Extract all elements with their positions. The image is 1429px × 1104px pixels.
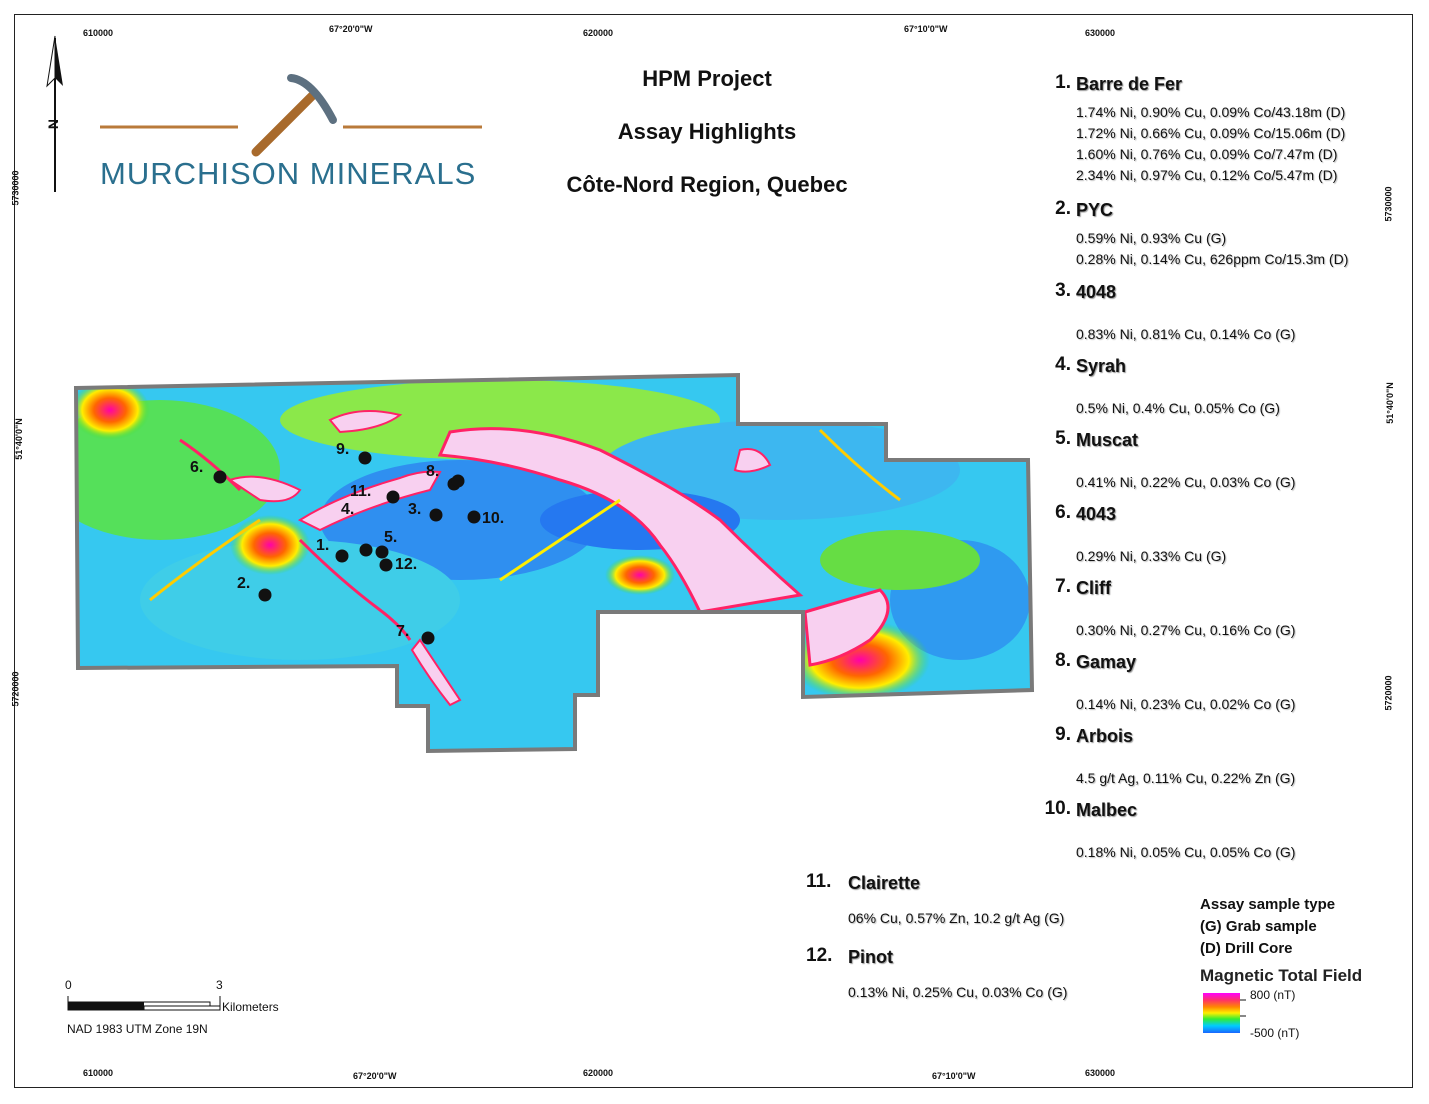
map-frame [14, 14, 1413, 1088]
site-number: 10. [1044, 798, 1071, 819]
site-number: 11. [806, 871, 832, 892]
sample-point-marker[interactable] [213, 470, 227, 484]
sample-point-label: 8. [426, 463, 439, 480]
sample-point-label: 9. [336, 441, 349, 458]
sample-point-marker[interactable] [467, 510, 481, 524]
site-number: 5. [1055, 428, 1071, 449]
site-assay: 4.5 g/t Ag, 0.11% Cu, 0.22% Zn (G) [1076, 770, 1296, 786]
map-region: Côte-Nord Region, Quebec [566, 172, 848, 197]
company-logo-text: MURCHISON MINERALS [100, 156, 477, 191]
site-assay: 1.72% Ni, 0.66% Cu, 0.09% Co/15.06m (D) [1076, 125, 1346, 141]
sample-point-marker[interactable] [379, 558, 393, 572]
site-assay: 0.41% Ni, 0.22% Cu, 0.03% Co (G) [1076, 474, 1296, 490]
grid-label-bottom: 630000 [1085, 1068, 1116, 1078]
sample-point-label: 5. [384, 529, 397, 546]
site-assay: 06% Cu, 0.57% Zn, 10.2 g/t Ag (G) [848, 910, 1065, 926]
site-assay: 2.34% Ni, 0.97% Cu, 0.12% Co/5.47m (D) [1076, 167, 1338, 183]
grid-label-bottom: 67°10'0"W [932, 1071, 976, 1081]
site-name: PYC [1076, 200, 1114, 220]
magnetic-field-gradient [1203, 993, 1240, 1033]
scale-start: 0 [65, 978, 72, 992]
sample-point-marker[interactable] [386, 490, 400, 504]
site-name: Muscat [1076, 430, 1139, 450]
site-assay: 0.14% Ni, 0.23% Cu, 0.02% Co (G) [1076, 696, 1296, 712]
sample-point-marker[interactable] [375, 545, 389, 559]
legend-grab: (G) Grab sample [1200, 918, 1317, 935]
site-number: 4. [1055, 354, 1071, 375]
grid-label-top: 620000 [583, 28, 614, 38]
sample-point-marker[interactable] [335, 549, 349, 563]
north-arrow-icon [46, 35, 63, 192]
map-subtitle: Assay Highlights [617, 119, 797, 144]
site-assay: 0.59% Ni, 0.93% Cu (G) [1076, 230, 1227, 246]
sample-point-label: 7. [396, 623, 409, 640]
site-name: Clairette [848, 873, 921, 893]
site-assay: 0.29% Ni, 0.33% Cu (G) [1076, 548, 1227, 564]
legend-drill: (D) Drill Core [1200, 940, 1293, 957]
site-name: Cliff [1076, 578, 1111, 598]
site-name: Pinot [848, 947, 893, 967]
site-number: 3. [1055, 280, 1071, 301]
projection-label: NAD 1983 UTM Zone 19N [67, 1022, 208, 1036]
site-number: 1. [1055, 72, 1071, 93]
scale-end: 3 [216, 978, 223, 992]
site-number: 9. [1055, 724, 1071, 745]
sample-point-marker[interactable] [258, 588, 272, 602]
scale-bar [67, 996, 221, 1011]
legend-max: 800 (nT) [1250, 988, 1296, 1002]
site-number: 8. [1055, 650, 1071, 671]
sample-point-label: 2. [237, 575, 250, 592]
site-name: 4043 [1076, 504, 1117, 524]
sample-point-marker[interactable] [421, 631, 435, 645]
sample-point-label: 12. [395, 556, 417, 573]
sample-point-label: 3. [408, 501, 421, 518]
legend-sample-title: Assay sample type [1200, 896, 1336, 913]
scale-unit: Kilometers [222, 1000, 279, 1014]
map-title: HPM Project [642, 66, 772, 91]
grid-label-top: 610000 [83, 28, 114, 38]
site-number: 7. [1055, 576, 1071, 597]
site-name: Barre de Fer [1076, 74, 1183, 94]
site-number: 6. [1055, 502, 1071, 523]
sample-point-label: 10. [482, 510, 504, 527]
site-name: Gamay [1076, 652, 1137, 672]
site-name: 4048 [1076, 282, 1117, 302]
site-assay: 0.18% Ni, 0.05% Cu, 0.05% Co (G) [1076, 844, 1296, 860]
site-name: Syrah [1076, 356, 1127, 376]
site-name: Malbec [1076, 800, 1138, 820]
sample-point-label: 4. [341, 501, 354, 518]
site-assay: 1.74% Ni, 0.90% Cu, 0.09% Co/43.18m (D) [1076, 104, 1346, 120]
sample-point-marker[interactable] [358, 451, 372, 465]
sample-point-label: 1. [316, 537, 329, 554]
site-assay: 0.28% Ni, 0.14% Cu, 626ppm Co/15.3m (D) [1076, 251, 1349, 267]
grid-label-bottom: 67°20'0"W [353, 1071, 397, 1081]
site-number: 12. [806, 945, 833, 966]
sample-point-marker[interactable] [359, 543, 373, 557]
site-assay: 0.83% Ni, 0.81% Cu, 0.14% Co (G) [1076, 326, 1296, 342]
legend-min: -500 (nT) [1250, 1026, 1300, 1040]
site-assay: 1.60% Ni, 0.76% Cu, 0.09% Co/7.47m (D) [1076, 146, 1338, 162]
grid-label-bottom: 620000 [583, 1068, 614, 1078]
grid-label-top: 630000 [1085, 28, 1116, 38]
site-assay: 0.13% Ni, 0.25% Cu, 0.03% Co (G) [848, 984, 1068, 1000]
site-number: 2. [1055, 198, 1071, 219]
grid-label-bottom: 610000 [83, 1068, 114, 1078]
sample-point-label: 11. [350, 483, 371, 500]
grid-label-top: 67°20'0"W [329, 24, 373, 34]
site-assay: 0.5% Ni, 0.4% Cu, 0.05% Co (G) [1076, 400, 1280, 416]
sample-point-marker[interactable] [429, 508, 443, 522]
site-assay: 0.30% Ni, 0.27% Cu, 0.16% Co (G) [1076, 622, 1296, 638]
sample-point-marker[interactable] [451, 474, 465, 488]
grid-label-top: 67°10'0"W [904, 24, 948, 34]
pickaxe-icon [100, 74, 482, 157]
sample-point-label: 6. [190, 459, 203, 476]
legend-field-title: Magnetic Total Field [1200, 966, 1363, 985]
site-name: Arbois [1076, 726, 1134, 746]
